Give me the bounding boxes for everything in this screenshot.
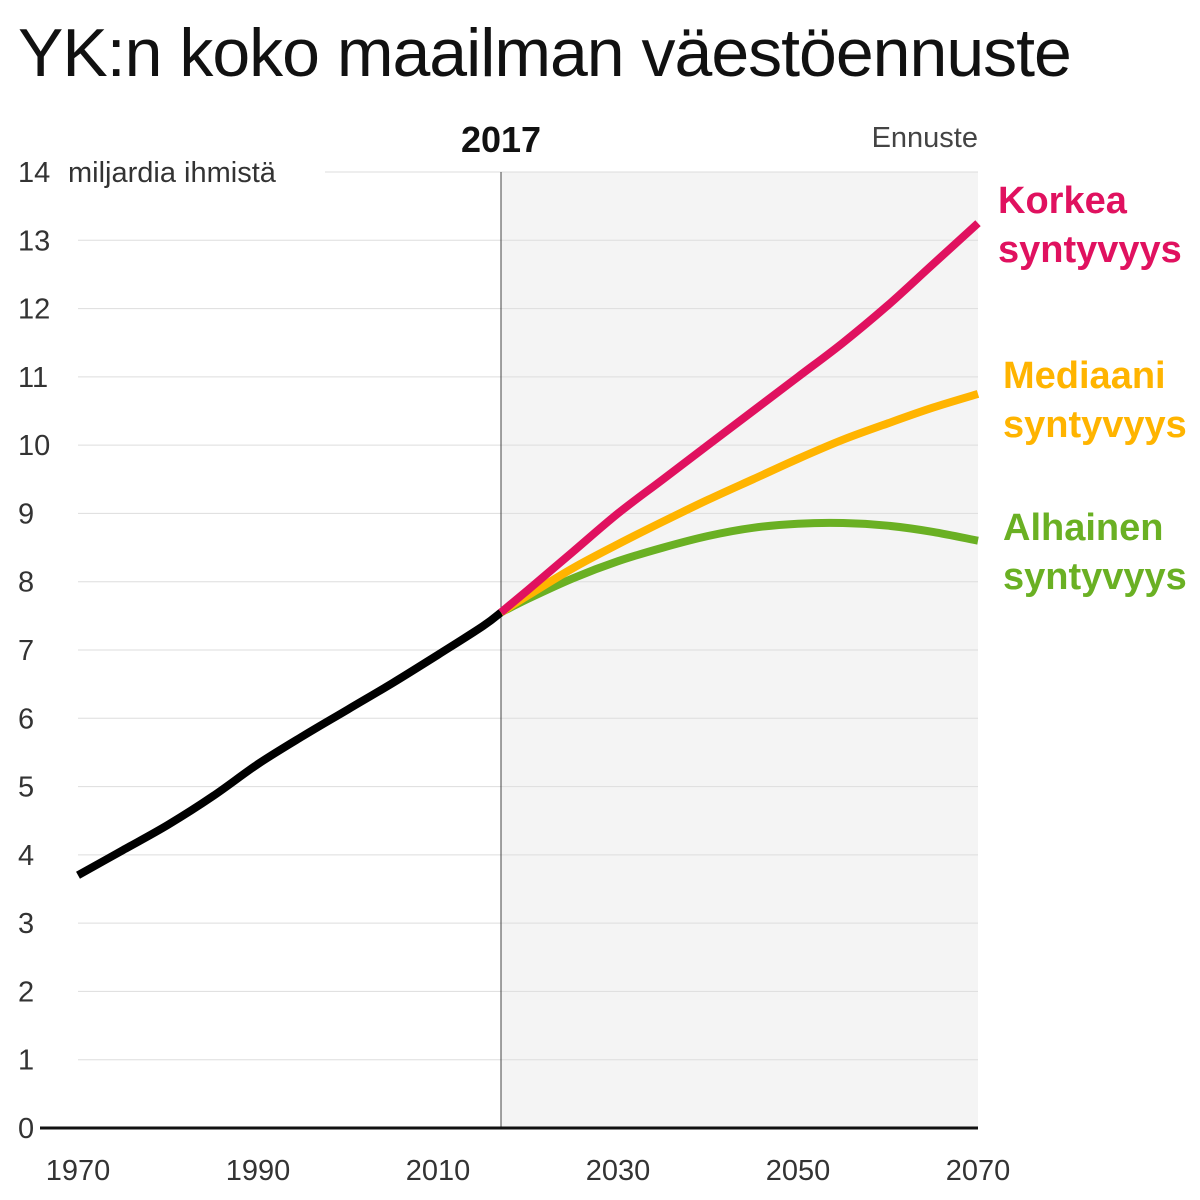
series-label-high-line2: syntyvyys xyxy=(998,229,1182,271)
year-marker-label: 2017 xyxy=(461,119,541,160)
x-tick-label: 2010 xyxy=(406,1155,471,1187)
y-tick-label: 11 xyxy=(18,362,48,394)
x-tick-labels: 1970 1990 2010 2030 2050 2070 xyxy=(46,1155,1011,1187)
series-line-low xyxy=(499,518,979,616)
series-label-median-line2: syntyvyys xyxy=(1003,404,1187,446)
y-tick-label: 4 xyxy=(18,840,34,872)
y-tick-label: 6 xyxy=(18,703,34,735)
series-label-high: Korkea xyxy=(998,180,1128,222)
y-tick-label: 10 xyxy=(18,430,50,462)
y-tick-label: 8 xyxy=(18,567,34,599)
y-tick-label: 0 xyxy=(18,1113,34,1145)
series-line-median xyxy=(498,390,980,616)
y-tick-label: 9 xyxy=(18,498,34,530)
series-line-high xyxy=(498,220,981,616)
y-tick-label: 5 xyxy=(18,772,34,804)
series-label-low: Alhainen xyxy=(1003,507,1163,549)
y-tick-label: 7 xyxy=(18,635,34,667)
y-tick-label: 2 xyxy=(18,976,34,1008)
series-labels: Alhainen syntyvyys Mediaani syntyvyys Korkea… xyxy=(998,180,1187,598)
y-tick-label: 1 xyxy=(18,1045,34,1077)
series-label-low-line2: syntyvyys xyxy=(1003,556,1187,598)
y-tick-label: 3 xyxy=(18,908,34,940)
series-line-historical xyxy=(76,609,504,879)
chart-title: YK:n koko maailman väestöennuste xyxy=(18,15,1072,91)
series-label-median: Mediaani xyxy=(1003,355,1166,397)
y-tick-label: 13 xyxy=(18,225,50,257)
x-tick-label: 2070 xyxy=(946,1155,1011,1187)
x-tick-label: 2030 xyxy=(586,1155,651,1187)
y-tick-label: 14 xyxy=(18,157,50,189)
x-tick-label: 1990 xyxy=(226,1155,291,1187)
x-tick-label: 2050 xyxy=(766,1155,831,1187)
series-lines xyxy=(76,220,981,879)
forecast-label: Ennuste xyxy=(872,122,978,154)
y-tick-label: 12 xyxy=(18,294,50,326)
y-axis-label: miljardia ihmistä xyxy=(68,157,277,189)
x-tick-label: 1970 xyxy=(46,1155,111,1187)
